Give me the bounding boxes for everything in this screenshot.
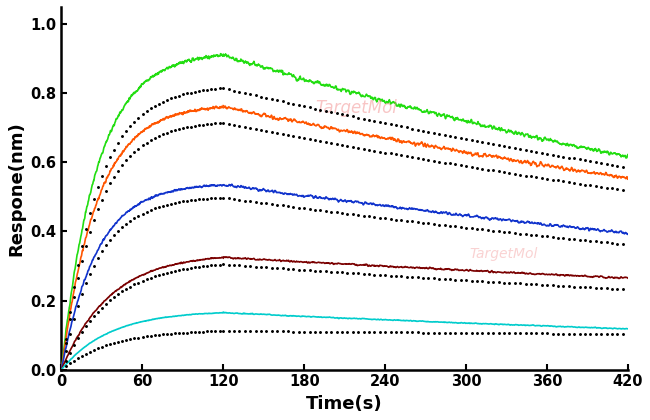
Text: TargetMol: TargetMol xyxy=(469,247,538,260)
X-axis label: Time(s): Time(s) xyxy=(306,395,383,413)
Y-axis label: Respone(nm): Respone(nm) xyxy=(7,121,25,256)
Text: TargetMol: TargetMol xyxy=(315,100,397,118)
